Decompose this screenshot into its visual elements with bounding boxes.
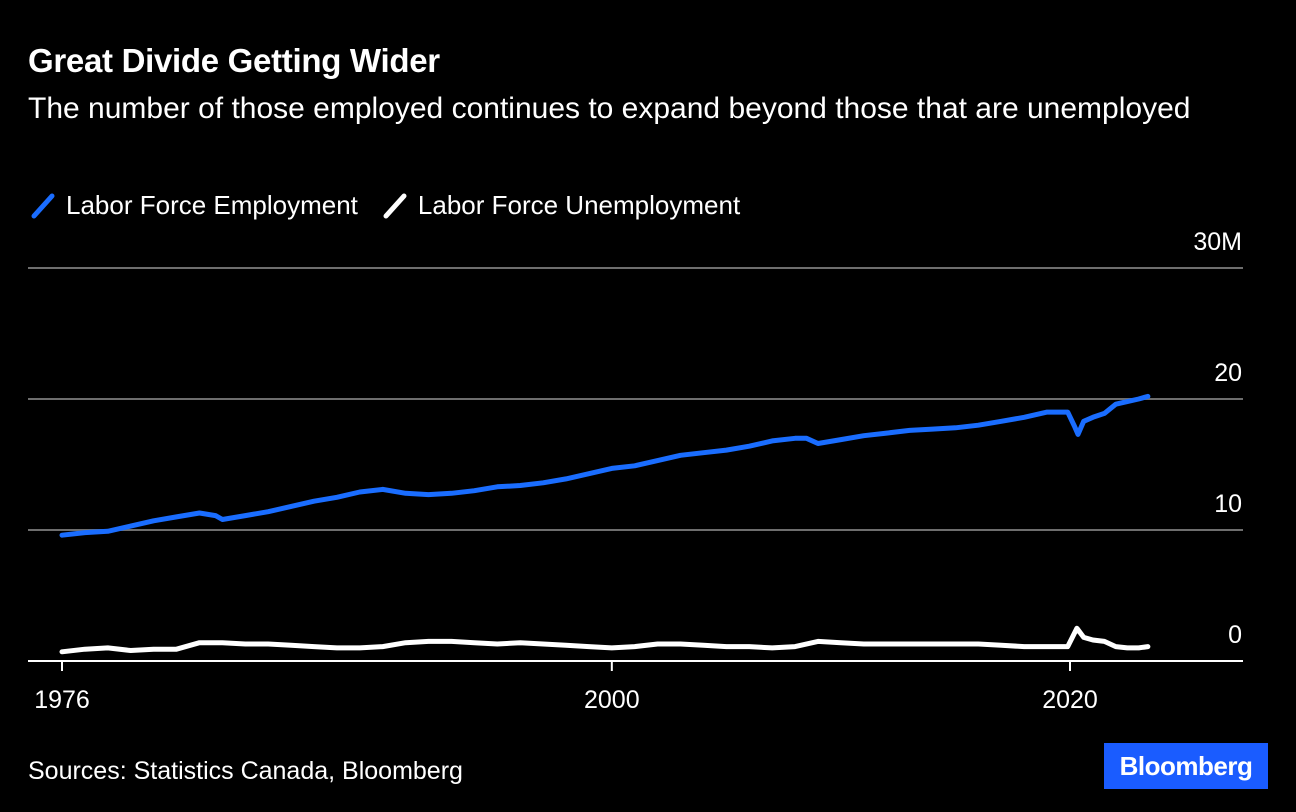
legend-swatch-unemployment [383,193,407,218]
y-axis-ticks: 0 10 20 30M [1193,228,1242,649]
legend: Labor Force Employment Labor Force Unemp… [28,190,762,221]
series-line-employment [59,393,1151,538]
x-axis-ticks: 1976 2000 2020 [34,661,1098,714]
series-line-unemployment [59,625,1151,655]
bloomberg-logo: Bloomberg [1104,743,1268,789]
chart-subtitle: The number of those employed continues t… [28,92,1191,125]
y-tick-label-30: 30M [1193,228,1242,256]
y-tick-label-20: 20 [1214,359,1242,387]
legend-item-employment: Labor Force Employment [28,190,358,221]
legend-swatch-employment [31,193,55,218]
chart-title: Great Divide Getting Wider [28,42,440,79]
y-tick-label-0: 0 [1228,621,1242,649]
x-tick-label-2000: 2000 [584,686,640,714]
y-tick-label-10: 10 [1214,490,1242,518]
series-lines [59,393,1151,655]
source-note: Sources: Statistics Canada, Bloomberg [28,757,463,785]
legend-label-employment: Labor Force Employment [66,190,358,220]
x-tick-label-2020: 2020 [1042,686,1098,714]
legend-label-unemployment: Labor Force Unemployment [417,190,741,220]
x-tick-label-1976: 1976 [34,686,90,714]
legend-item-unemployment: Labor Force Unemployment [380,190,740,221]
grid-lines [28,267,1243,662]
